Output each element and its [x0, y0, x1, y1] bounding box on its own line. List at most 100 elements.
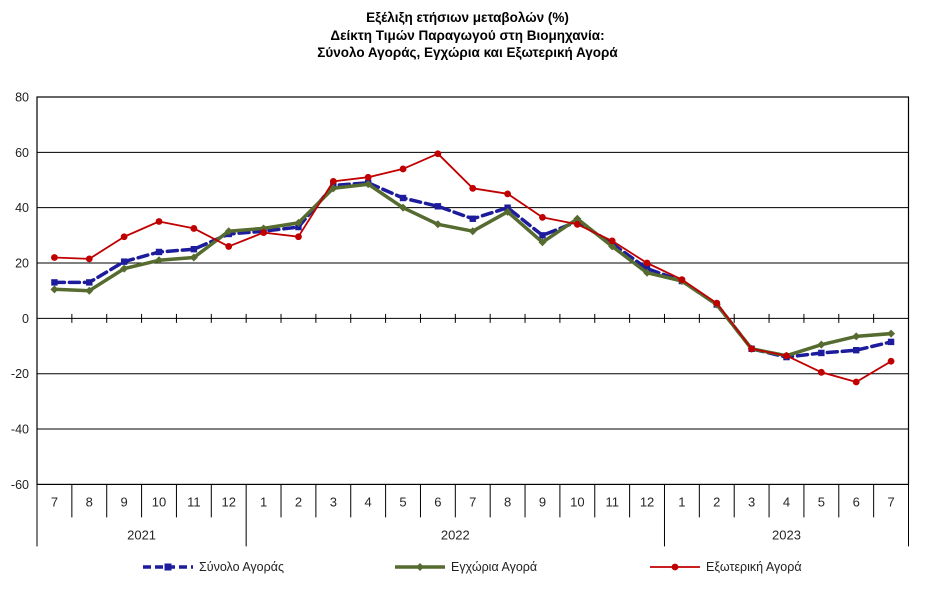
marker-square	[853, 346, 860, 354]
marker-circle	[643, 259, 651, 267]
marker-diamond	[538, 238, 547, 247]
marker-diamond	[85, 286, 94, 295]
legend-sample-domestic-market	[395, 563, 445, 571]
marker-square	[539, 232, 546, 239]
marker-circle	[190, 225, 198, 232]
marker-diamond	[120, 264, 129, 273]
legend-label-domestic-market: Εγχώρια Αγορά	[451, 560, 538, 574]
x-axis-month-label: 4	[783, 494, 790, 509]
x-axis-month-label: 8	[86, 494, 93, 509]
marker-circle	[852, 378, 860, 386]
marker-circle	[329, 177, 337, 185]
x-axis-month-label: 11	[605, 494, 619, 509]
x-axis-year-label: 2022	[441, 527, 470, 542]
x-axis-month-label: 3	[748, 494, 755, 509]
x-axis-month-label: 11	[187, 494, 201, 509]
marker-diamond	[503, 207, 512, 216]
marker-circle	[155, 218, 163, 225]
chart-title: Εξέλιξη ετήσιων μεταβολών (%) Δείκτη Τιμ…	[0, 9, 935, 62]
x-axis-year-label: 2023	[772, 527, 801, 542]
legend-marker-circle	[671, 563, 679, 571]
marker-square	[295, 223, 302, 231]
marker-circle	[817, 368, 825, 376]
marker-diamond	[155, 256, 164, 265]
chart-title-line-3: Σύνολο Αγοράς, Εγχώρια και Εξωτερική Αγο…	[317, 45, 618, 60]
marker-diamond	[608, 242, 617, 251]
marker-diamond	[887, 329, 896, 338]
y-axis-tick-label: 40	[15, 201, 29, 215]
marker-diamond	[329, 184, 338, 193]
legend-item-domestic-market: Εγχώρια Αγορά	[395, 557, 537, 577]
x-axis-month-label: 9	[121, 494, 128, 509]
x-axis-month-label: 10	[570, 494, 584, 509]
legend-item-total-market: Σύνολο Αγοράς	[143, 557, 284, 577]
marker-square	[399, 194, 407, 202]
marker-circle	[51, 254, 58, 261]
marker-circle	[573, 220, 581, 228]
marker-diamond	[399, 203, 408, 212]
marker-square	[86, 279, 93, 286]
marker-circle	[713, 299, 721, 307]
x-axis-month-label: 4	[365, 494, 372, 509]
x-axis-month-label: 2	[713, 494, 720, 509]
series-line-1	[52, 182, 893, 358]
marker-diamond	[433, 220, 442, 229]
x-axis-month-label: 7	[51, 494, 58, 509]
marker-square	[887, 338, 895, 346]
legend-label-external-market: Εξωτερική Αγορά	[706, 560, 802, 574]
marker-square	[504, 204, 511, 211]
x-axis-month-label: 9	[539, 494, 546, 509]
marker-diamond	[364, 180, 373, 189]
marker-diamond	[294, 218, 303, 227]
marker-diamond	[817, 340, 826, 349]
legend-marker-square	[164, 563, 172, 571]
x-axis-month-label: 6	[853, 494, 860, 509]
legend-marker-diamond	[416, 563, 424, 571]
x-axis-month-label: 12	[221, 494, 235, 509]
x-axis-month-label: 7	[887, 494, 894, 509]
legend-item-external-market: Εξωτερική Αγορά	[650, 557, 802, 577]
marker-circle	[399, 165, 407, 173]
marker-circle	[120, 233, 128, 241]
chart-title-line-1: Εξέλιξη ετήσιων μεταβολών (%)	[366, 10, 569, 25]
marker-square	[818, 349, 825, 357]
legend-sample-total-market	[143, 563, 193, 571]
marker-diamond	[189, 253, 198, 262]
marker-circle	[295, 233, 302, 241]
marker-square	[190, 245, 198, 253]
x-axis-month-label: 3	[330, 494, 337, 509]
x-axis-month-label: 8	[504, 494, 511, 509]
x-axis-month-label: 10	[152, 494, 166, 509]
x-axis-month-label: 6	[434, 494, 441, 509]
marker-circle	[504, 190, 512, 198]
x-axis-year-label: 2021	[127, 527, 156, 542]
y-axis-tick-label: -60	[11, 478, 29, 492]
marker-circle	[539, 213, 546, 221]
marker-circle	[887, 357, 895, 365]
y-axis-tick-label: 20	[15, 257, 29, 271]
marker-circle	[783, 352, 790, 360]
marker-diamond	[468, 227, 477, 236]
marker-circle	[748, 345, 756, 353]
x-axis-month-label: 5	[818, 494, 825, 509]
x-axis-month-label: 5	[399, 494, 406, 509]
legend-label-total-market: Σύνολο Αγοράς	[199, 560, 284, 574]
x-axis-month-label: 1	[678, 494, 685, 509]
y-axis-tick-label: 60	[15, 146, 29, 160]
marker-diamond	[573, 214, 582, 223]
x-axis-month-label: 1	[260, 494, 267, 509]
marker-circle	[364, 173, 372, 181]
marker-diamond	[852, 332, 861, 341]
y-axis-tick-label: -20	[11, 367, 29, 381]
marker-diamond	[643, 268, 652, 277]
series-0	[51, 179, 895, 361]
legend-sample-external-market	[650, 563, 700, 571]
marker-square	[155, 248, 163, 256]
marker-diamond	[50, 285, 59, 294]
chart-title-line-2: Δείκτη Τιμών Παραγωγού στη Βιομηχανία:	[330, 27, 605, 43]
marker-circle	[678, 276, 686, 284]
marker-circle	[225, 243, 233, 250]
y-axis-tick-label: 0	[22, 312, 29, 326]
marker-square	[469, 215, 476, 222]
